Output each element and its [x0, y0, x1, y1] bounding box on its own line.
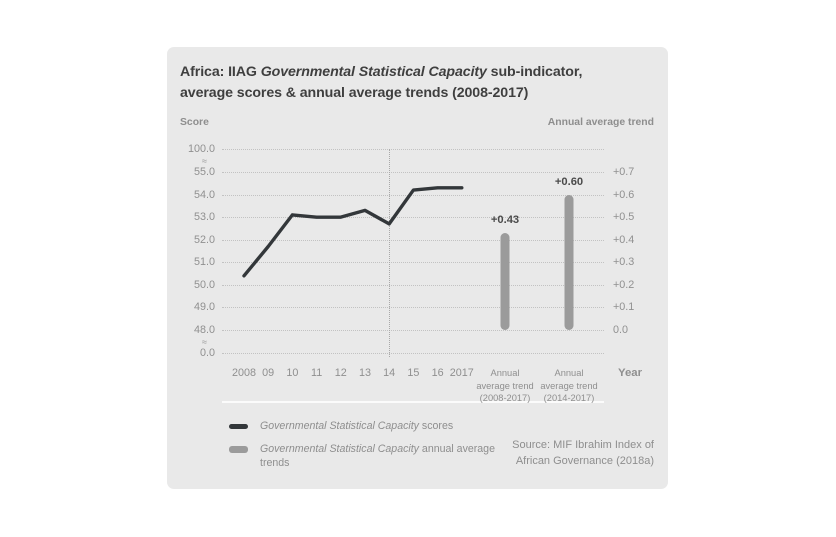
- y-axis-left-tick-label: 49.0: [193, 301, 215, 313]
- x-axis-tick-label: 10: [286, 367, 299, 379]
- x-axis-tick-label: 11: [310, 367, 323, 379]
- trend-bar: [564, 194, 574, 330]
- title-text-line2: average scores & annual average trends (…: [180, 85, 529, 101]
- y-axis-left-tick-label: 0.0: [199, 347, 215, 359]
- x-axis-trend-column-line: (2014-2017): [543, 393, 595, 403]
- gridline: [222, 240, 604, 241]
- x-axis-trend-column-line: Annual: [490, 368, 520, 378]
- axis-break-mark: ≈: [202, 336, 207, 347]
- legend: Governmental Statistical Capacity scores…: [229, 419, 499, 479]
- plot-area: 100.0 55.0 54.0 53.0 52.0 51.0 50.0 49.0 48.0 0.0…: [188, 143, 642, 403]
- y-axis-left-tick-label: 50.0: [193, 279, 215, 291]
- source-note: Source: MIF Ibrahim Index of African Gov…: [464, 437, 654, 469]
- y-axis-left-tick-label: 48.0: [193, 324, 215, 336]
- gridline: [222, 195, 604, 196]
- title-text-post: sub-indicator,: [486, 64, 583, 80]
- chart-card: Africa: IIAG Governmental Statistical Ca…: [167, 47, 668, 489]
- gridline: [222, 262, 604, 263]
- y-axis-left-tick-label: 55.0: [193, 166, 215, 178]
- x-axis-trend-column-label: Annual average trend (2008-2017): [468, 367, 542, 405]
- trend-bar-value-label: +0.60: [554, 175, 584, 188]
- trend-bar-value-label: +0.43: [490, 213, 520, 226]
- vertical-marker-2014: [389, 149, 391, 357]
- left-axis-caption: Score: [180, 117, 209, 128]
- score-line-series: [242, 186, 464, 278]
- legend-label: Governmental Statistical Capacity scores: [260, 419, 453, 433]
- y-axis-left-tick-label: 53.0: [193, 211, 215, 223]
- legend-label-italic: Governmental Statistical Capacity: [260, 443, 419, 455]
- y-axis-right-tick-label: 0.0: [613, 324, 629, 336]
- y-axis-right-tick-label: +0.4: [613, 233, 635, 246]
- legend-label: Governmental Statistical Capacity annual…: [260, 442, 499, 470]
- gridline: [222, 330, 604, 331]
- y-axis-left-tick-label: 51.0: [193, 256, 215, 268]
- y-axis-left-tick-label: 52.0: [193, 234, 215, 246]
- x-axis-tick-label: 16: [431, 367, 444, 379]
- source-line-1: Source: MIF Ibrahim Index of: [512, 439, 654, 451]
- x-axis-tick-label: 14: [383, 367, 396, 379]
- x-axis-trend-column-line: (2008-2017): [479, 393, 531, 403]
- right-axis-caption: Annual average trend: [547, 117, 654, 128]
- y-axis-right-tick-label: +0.7: [613, 166, 635, 178]
- gridline: [222, 217, 604, 218]
- legend-swatch-icon: [229, 424, 248, 429]
- legend-label-plain: annual average trends: [260, 443, 495, 469]
- baseline-rule: [222, 401, 604, 403]
- y-axis-left-tick-label: 54.0: [193, 189, 215, 201]
- legend-item: Governmental Statistical Capacity scores: [229, 419, 499, 433]
- gridline: [222, 285, 604, 286]
- y-axis-right-tick-label: +0.1: [613, 301, 635, 314]
- source-line-2: African Governance (2018a): [515, 455, 654, 467]
- x-axis-trend-column-line: average trend: [476, 380, 534, 391]
- gridline: [222, 353, 604, 354]
- gridline: [222, 172, 604, 173]
- y-axis-right-tick-label: +0.5: [613, 211, 635, 224]
- title-text-pre: Africa: IIAG: [180, 64, 261, 80]
- legend-swatch-icon: [229, 446, 248, 453]
- x-axis-tick-label: 09: [262, 367, 275, 379]
- page-title: Africa: IIAG Governmental Statistical Ca…: [180, 62, 650, 104]
- trend-bar: [500, 232, 510, 330]
- x-axis-title: Year: [618, 367, 643, 379]
- gridline: [222, 307, 604, 308]
- y-axis-right-tick-label: +0.2: [613, 278, 635, 291]
- x-axis-tick-label: 12: [334, 367, 347, 379]
- x-axis-trend-column-line: Annual: [554, 368, 584, 378]
- gridline: [222, 149, 604, 150]
- x-axis-trend-column-label: Annual average trend (2014-2017): [532, 367, 606, 405]
- title-text-italic: Governmental Statistical Capacity: [260, 64, 487, 80]
- x-axis-tick-label: 2017: [449, 367, 474, 379]
- legend-item: Governmental Statistical Capacity annual…: [229, 442, 499, 470]
- y-axis-right-tick-label: +0.6: [613, 188, 635, 201]
- y-axis-left-tick-label: 100.0: [187, 143, 215, 155]
- x-axis-tick-label: 15: [407, 367, 420, 379]
- axis-break-mark: ≈: [202, 155, 207, 166]
- legend-label-plain: scores: [418, 420, 454, 432]
- x-axis-tick-label: 2008: [231, 367, 257, 379]
- legend-label-italic: Governmental Statistical Capacity: [260, 420, 419, 432]
- y-axis-right-tick-label: +0.3: [613, 256, 635, 269]
- x-axis-tick-label: 13: [358, 367, 372, 379]
- x-axis-trend-column-line: average trend: [540, 380, 598, 391]
